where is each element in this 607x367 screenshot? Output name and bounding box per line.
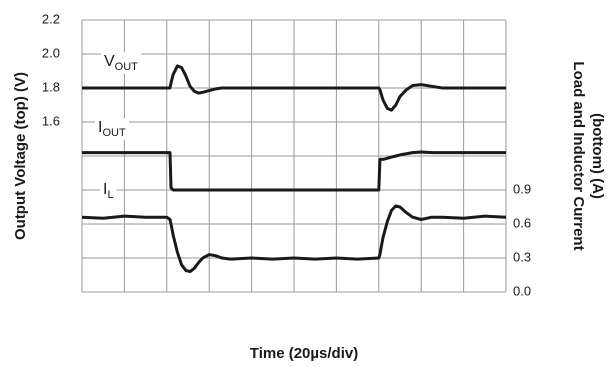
x-axis-title: Time (20µs/div): [250, 345, 358, 362]
series-line: [82, 64, 506, 112]
series-label-text: IL: [103, 181, 114, 201]
series-label-text: IOUT: [98, 119, 126, 139]
y-tick-label: 2.0: [42, 45, 60, 60]
series-label-bg: [95, 118, 129, 140]
label-sub: L: [107, 189, 113, 201]
y2-axis-title: Load and Inductor Current: [570, 61, 587, 250]
label-main: I: [98, 119, 102, 136]
y2-axis-title: (bottom) (A): [589, 113, 606, 199]
y2-tick-label: 0.6: [513, 215, 531, 230]
y-tick-label: 1.8: [42, 79, 60, 94]
label-main: I: [103, 181, 107, 198]
series-label: IL: [100, 180, 117, 202]
label-sub: OUT: [102, 127, 126, 139]
label-main: V: [104, 53, 115, 70]
y2-tick-label: 0.9: [513, 181, 531, 196]
series-line: [82, 150, 506, 192]
series-label: IOUT: [95, 118, 129, 140]
series-label-bg: [101, 52, 142, 74]
y-tick-label: 1.6: [42, 113, 60, 128]
y-axis-title: Output Voltage (top) (V): [12, 72, 29, 240]
label-sub: OUT: [115, 61, 139, 73]
y2-tick-label: 0.3: [513, 249, 531, 264]
y2-tick-label: 0.0: [513, 283, 531, 298]
series-label: VOUT: [101, 52, 142, 74]
series-label-text: VOUT: [104, 53, 138, 73]
series-label-bg: [100, 180, 117, 202]
series-line: [81, 204, 507, 274]
y-tick-label: 2.2: [42, 11, 60, 26]
